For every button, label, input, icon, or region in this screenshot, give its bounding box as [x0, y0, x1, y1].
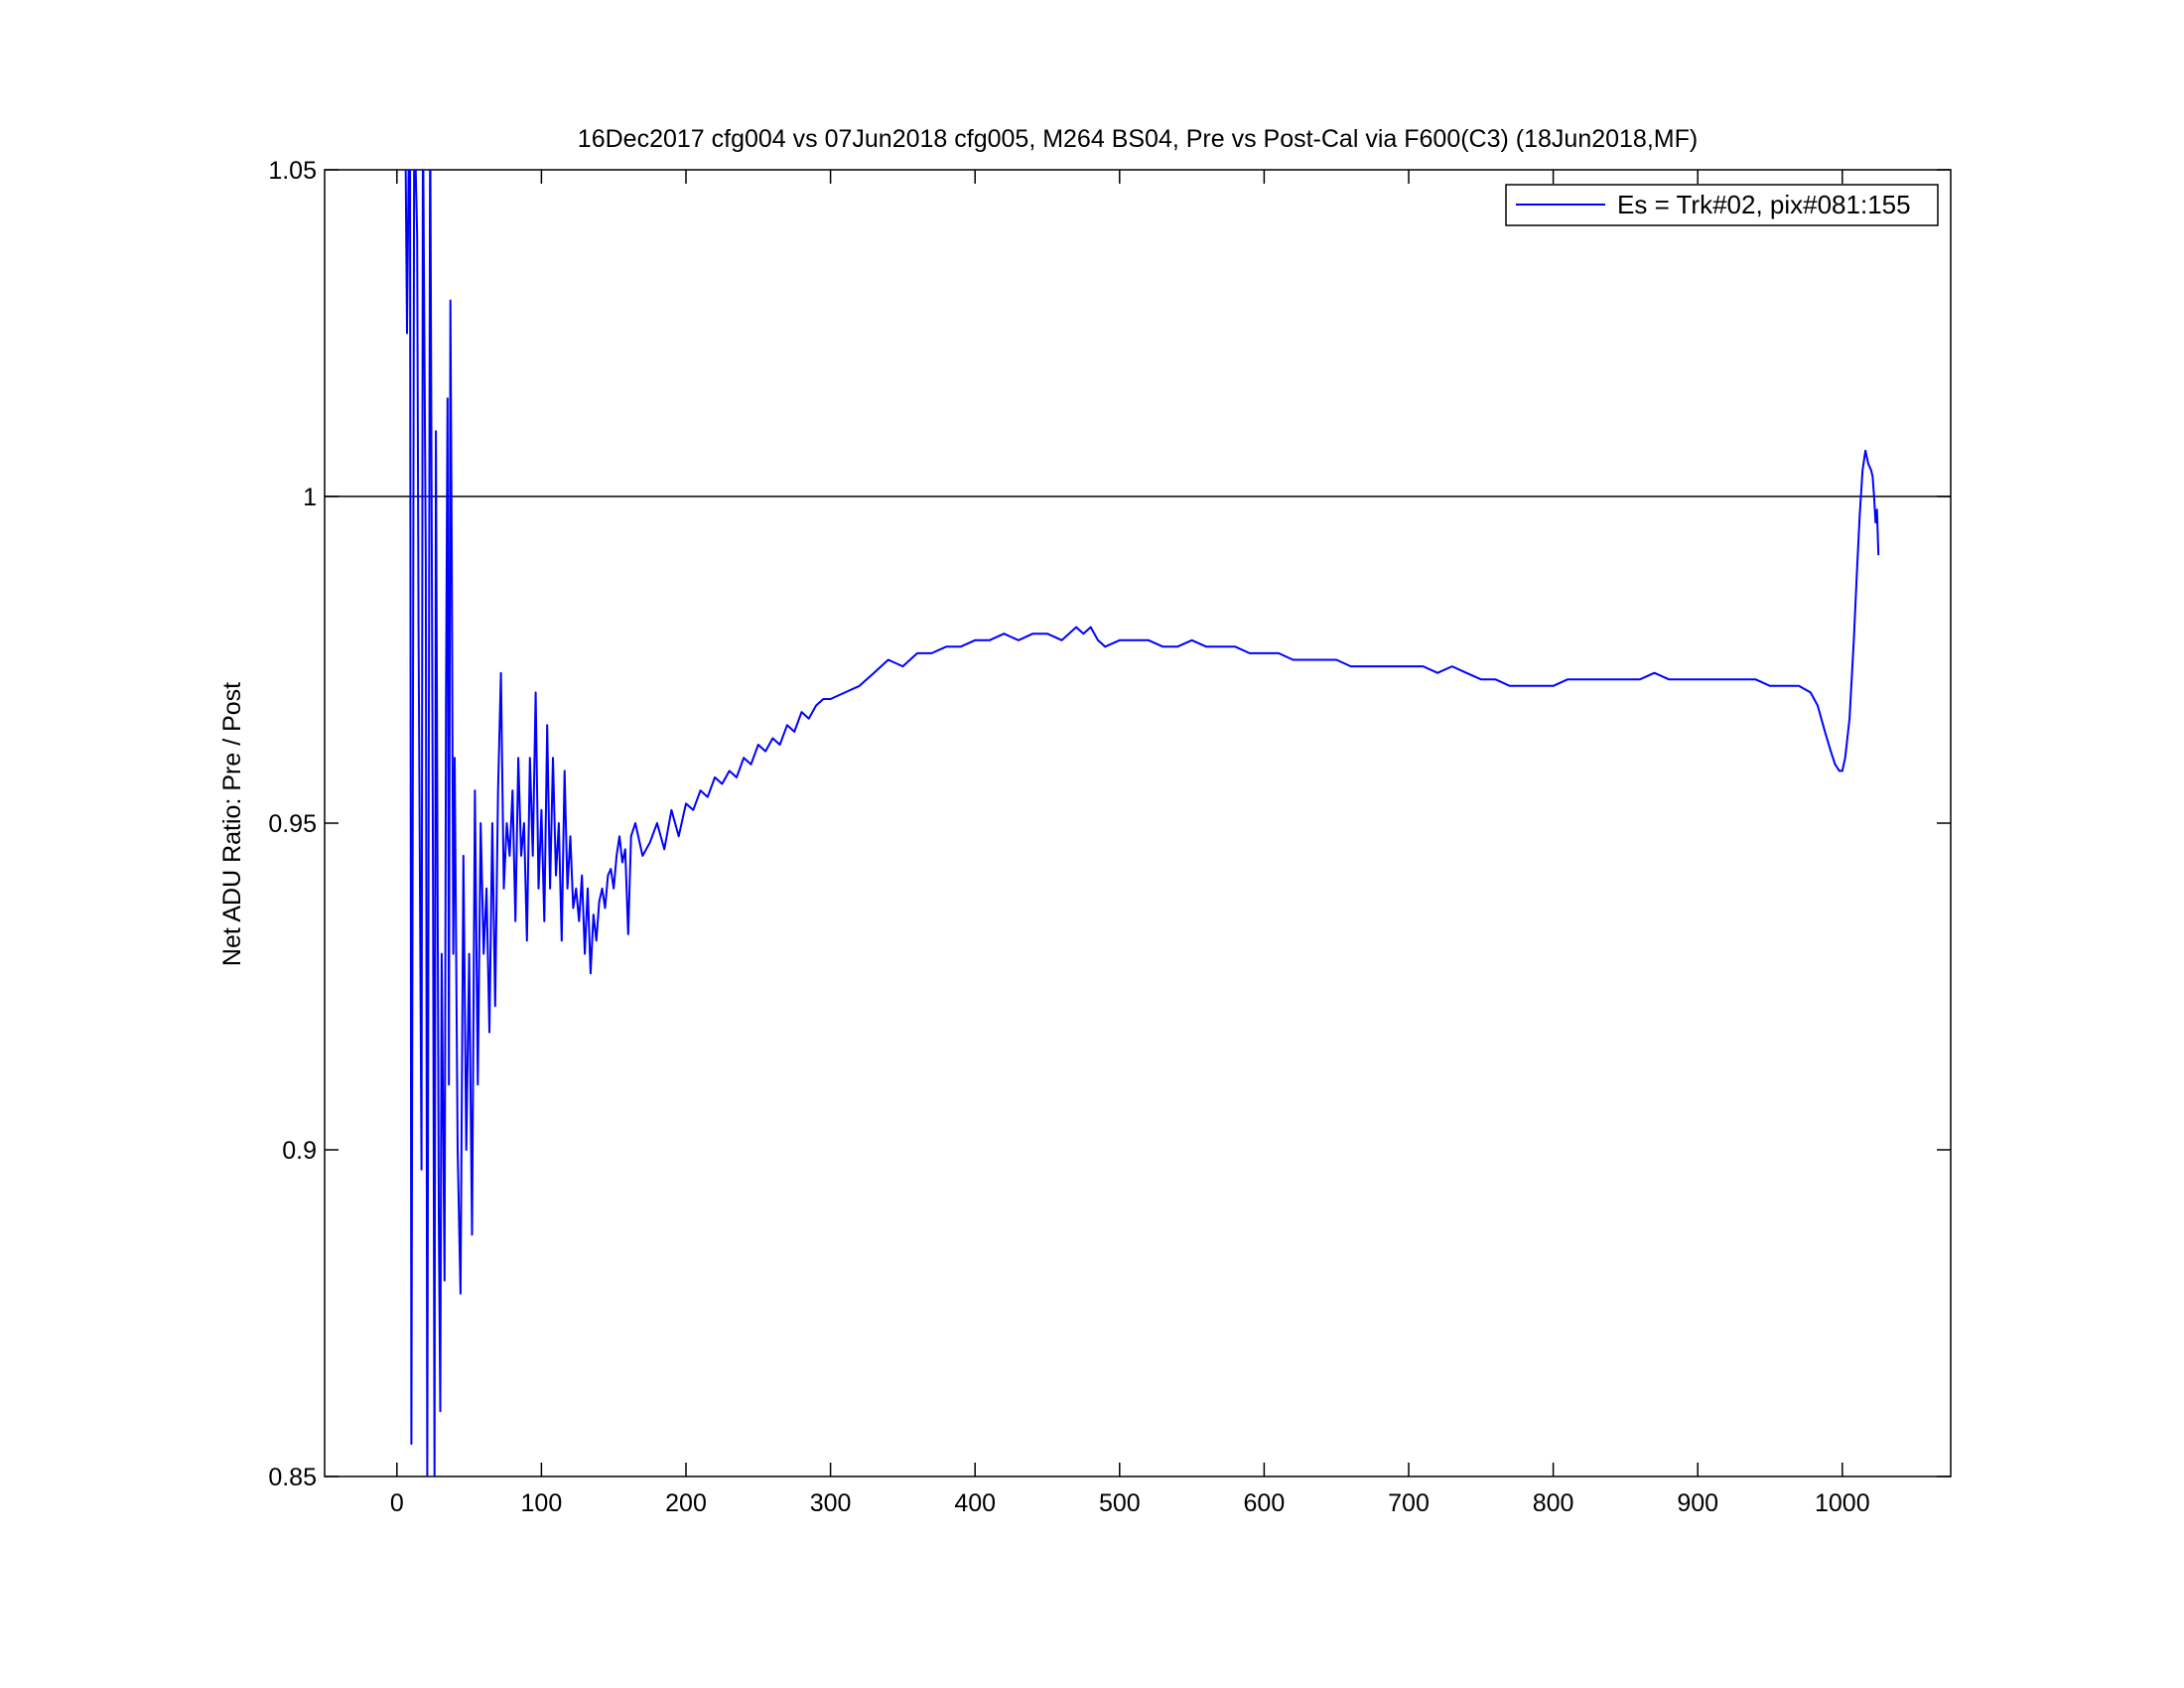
x-tick-label: 100 [521, 1489, 563, 1517]
x-tick-label: 200 [665, 1489, 707, 1517]
x-tick-label: 1000 [1815, 1489, 1870, 1517]
x-tick-label: 600 [1244, 1489, 1286, 1517]
x-tick-label: 400 [954, 1489, 996, 1517]
x-tick-label: 0 [390, 1489, 404, 1517]
x-tick-label: 300 [810, 1489, 852, 1517]
legend: Es = Trk#02, pix#081:155 [1505, 184, 1939, 226]
plot-area [324, 169, 1952, 1477]
x-tick-label: 900 [1677, 1489, 1718, 1517]
y-tick-label: 1 [303, 484, 317, 511]
x-tick-label: 800 [1533, 1489, 1574, 1517]
chart-title: 16Dec2017 cfg004 vs 07Jun2018 cfg005, M2… [578, 125, 1698, 153]
y-tick-label: 0.9 [282, 1137, 317, 1165]
y-axis-label: Net ADU Ratio: Pre / Post [218, 682, 246, 966]
y-tick-label: 0.85 [268, 1464, 317, 1491]
y-tick-label: 0.95 [268, 810, 317, 838]
legend-series-label: Es = Trk#02, pix#081:155 [1617, 190, 1911, 219]
x-tick-label: 500 [1099, 1489, 1141, 1517]
series-line-0 [404, 170, 1880, 1477]
y-tick-label: 1.05 [268, 157, 317, 185]
x-tick-label: 700 [1388, 1489, 1430, 1517]
